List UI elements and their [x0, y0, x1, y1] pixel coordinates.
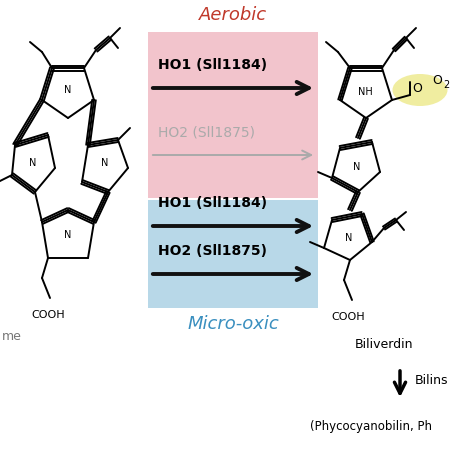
Text: N: N	[101, 158, 109, 168]
Text: Biliverdin: Biliverdin	[355, 338, 413, 351]
Text: (Phycocyanobilin, Ph: (Phycocyanobilin, Ph	[310, 420, 432, 433]
Text: 2: 2	[443, 80, 449, 90]
Text: N: N	[64, 85, 72, 95]
Text: N: N	[353, 162, 361, 172]
Text: Bilins: Bilins	[415, 374, 448, 386]
Text: NH: NH	[357, 87, 373, 97]
Text: me: me	[2, 330, 22, 343]
Text: HO2 (Sll1875): HO2 (Sll1875)	[158, 244, 267, 258]
Text: COOH: COOH	[331, 312, 365, 322]
Text: N: N	[29, 158, 36, 168]
Ellipse shape	[392, 74, 447, 106]
Text: Micro-oxic: Micro-oxic	[187, 315, 279, 333]
Text: Aerobic: Aerobic	[199, 6, 267, 24]
Bar	[148, 32, 318, 198]
Text: HO1 (Sll1184): HO1 (Sll1184)	[158, 196, 267, 210]
Text: HO2 (Sll1875): HO2 (Sll1875)	[158, 126, 255, 140]
Text: COOH: COOH	[31, 310, 65, 320]
Text: N: N	[64, 230, 72, 240]
Text: O: O	[412, 82, 422, 94]
Text: HO1 (Sll1184): HO1 (Sll1184)	[158, 58, 267, 72]
Text: O: O	[432, 73, 442, 86]
Bar	[148, 200, 318, 308]
Text: N: N	[346, 233, 353, 243]
